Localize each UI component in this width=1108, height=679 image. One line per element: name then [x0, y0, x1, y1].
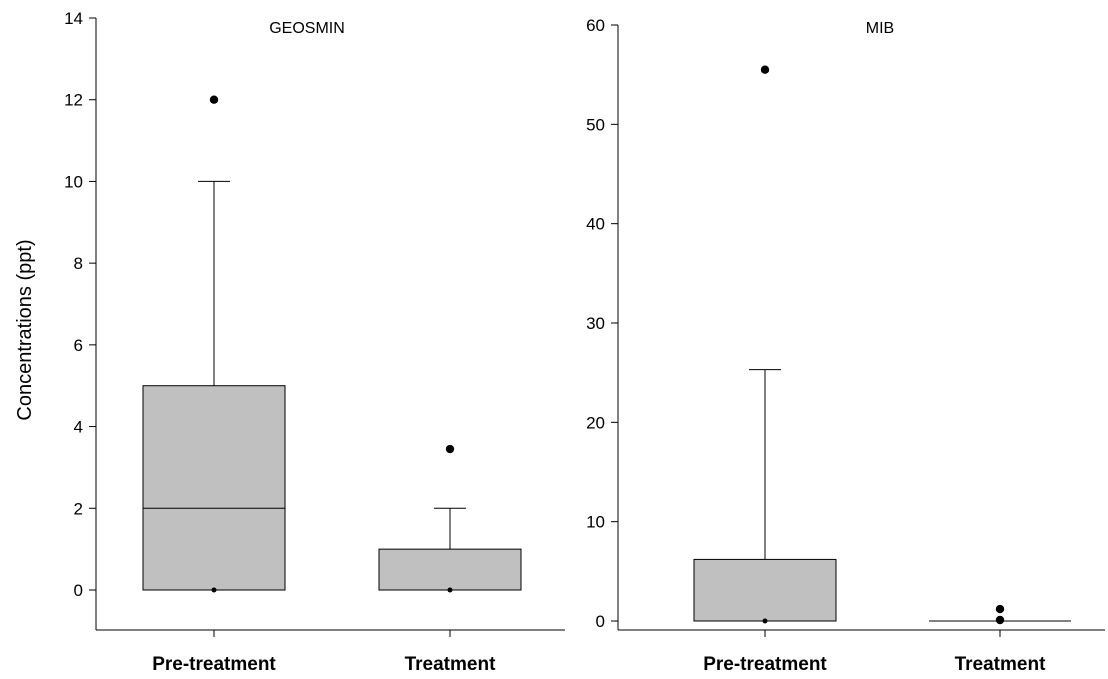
y-tick-label: 10: [586, 513, 605, 532]
y-tick-label: 10: [64, 172, 83, 191]
chart-panel-1: 0 2 4 6 8 10 12 14 GEOSMIN Pre-treatment Treatment: [64, 9, 565, 675]
x-category-label: Treatment: [405, 654, 496, 675]
box-iqr: [142, 385, 286, 591]
y-tick-label: 12: [64, 91, 83, 110]
y-tick-label: 20: [586, 413, 605, 432]
box-group-2: Treatment: [378, 444, 522, 675]
x-category-label: Pre-treatment: [152, 654, 276, 675]
outlier-point: [995, 615, 1005, 625]
y-tick-label: 30: [586, 314, 605, 333]
y-axis-label: Concentrations (ppt): [14, 239, 36, 420]
outlier-point: [762, 618, 768, 624]
outlier-point: [760, 65, 770, 74]
y-tick-label: 2: [74, 499, 83, 518]
outlier-point: [447, 587, 453, 593]
chart-panel-2: 0 10 20 30 40 50 60 MIB Pre-treatment Treatment: [586, 16, 1105, 675]
y-tick-label: 6: [74, 336, 83, 355]
box-group-1: Pre-treatment: [142, 95, 286, 675]
chart-title: GEOSMIN: [269, 20, 345, 37]
y-tick-label: 50: [586, 115, 605, 134]
box-group-2: Treatment: [929, 604, 1071, 675]
box-iqr: [693, 558, 837, 622]
y-tick-label: 0: [74, 581, 83, 600]
box-group-1: Pre-treatment: [693, 65, 837, 675]
box-iqr: [378, 548, 522, 591]
outlier-point: [211, 587, 217, 593]
y-tick-label: 0: [596, 612, 605, 631]
outlier-point: [445, 444, 455, 454]
outlier-point: [209, 95, 219, 104]
y-tick-label: 4: [74, 418, 83, 437]
x-category-label: Pre-treatment: [703, 654, 827, 675]
y-tick-label: 14: [64, 9, 83, 28]
y-tick-label: 40: [586, 215, 605, 234]
chart-title: MIB: [866, 20, 894, 37]
x-category-label: Treatment: [955, 654, 1046, 675]
outlier-point: [995, 604, 1005, 614]
y-tick-label: 60: [586, 16, 605, 35]
y-tick-label: 8: [74, 254, 83, 273]
